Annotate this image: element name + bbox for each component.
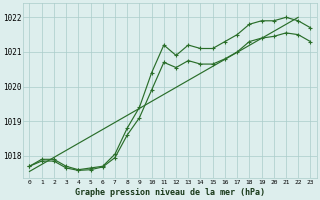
X-axis label: Graphe pression niveau de la mer (hPa): Graphe pression niveau de la mer (hPa) <box>75 188 265 197</box>
